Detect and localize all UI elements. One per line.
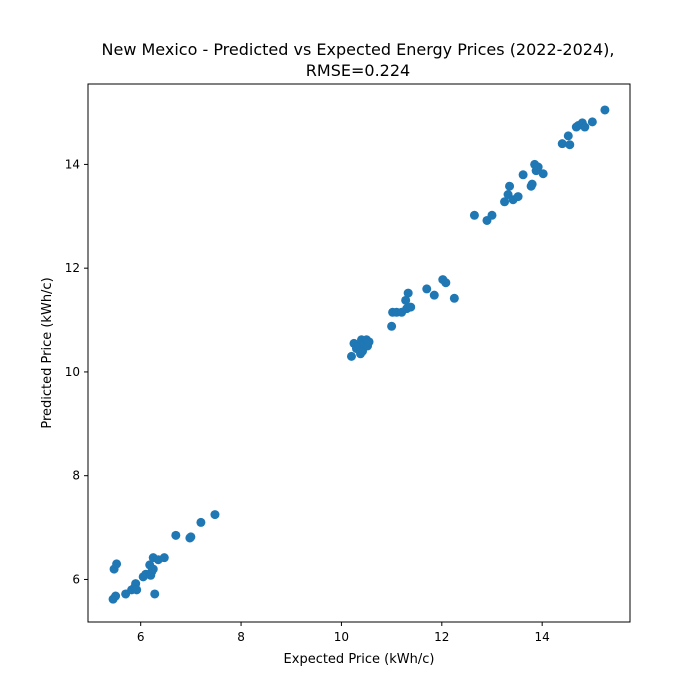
x-axis-ticks: 6 8 10 12 14: [137, 622, 550, 644]
plot-frame: [87, 83, 631, 623]
data-point: [527, 179, 537, 189]
y-tick-label: 10: [65, 365, 80, 379]
data-point: [487, 210, 497, 220]
data-point: [469, 210, 479, 220]
chart-title-line-2: RMSE=0.224: [306, 61, 410, 80]
x-tick-label: 10: [334, 630, 349, 644]
x-axis-label: Expected Price (kWh/c): [284, 652, 435, 667]
data-point: [513, 192, 523, 202]
data-point: [171, 530, 181, 540]
data-point: [429, 290, 439, 300]
data-point: [557, 139, 567, 149]
data-point: [148, 564, 158, 574]
data-point: [159, 553, 169, 563]
y-tick-label: 12: [65, 261, 80, 275]
data-point: [563, 131, 573, 141]
data-point: [186, 532, 196, 542]
data-point: [401, 295, 411, 305]
y-tick-label: 8: [72, 469, 80, 483]
data-point: [441, 278, 451, 288]
data-point: [505, 181, 515, 191]
data-point: [112, 559, 122, 569]
chart-title-line-1: New Mexico - Predicted vs Expected Energ…: [102, 40, 615, 59]
y-tick-label: 14: [65, 157, 80, 171]
data-point: [364, 337, 374, 347]
x-tick-label: 14: [535, 630, 550, 644]
data-point: [565, 140, 575, 150]
y-tick-label: 6: [72, 572, 80, 586]
data-point: [600, 105, 610, 115]
data-point: [346, 351, 356, 361]
data-point: [518, 170, 528, 180]
data-point: [150, 589, 160, 599]
x-tick-label: 8: [237, 630, 245, 644]
data-point: [580, 122, 590, 132]
data-point: [111, 591, 121, 601]
y-axis-ticks: 6 8 10 12 14: [65, 157, 88, 586]
data-points: [108, 105, 610, 604]
x-tick-label: 12: [434, 630, 449, 644]
data-point: [449, 293, 459, 303]
data-point: [132, 585, 142, 595]
data-point: [422, 284, 432, 294]
data-point: [196, 517, 206, 527]
data-point: [533, 162, 543, 172]
y-axis-label: Predicted Price (kWh/c): [40, 277, 55, 428]
data-point: [210, 510, 220, 520]
data-point: [406, 302, 416, 312]
data-point: [587, 117, 597, 127]
data-point: [403, 288, 413, 298]
x-tick-label: 6: [137, 630, 145, 644]
data-point: [538, 169, 548, 179]
data-point: [387, 321, 397, 331]
data-point: [500, 197, 510, 207]
